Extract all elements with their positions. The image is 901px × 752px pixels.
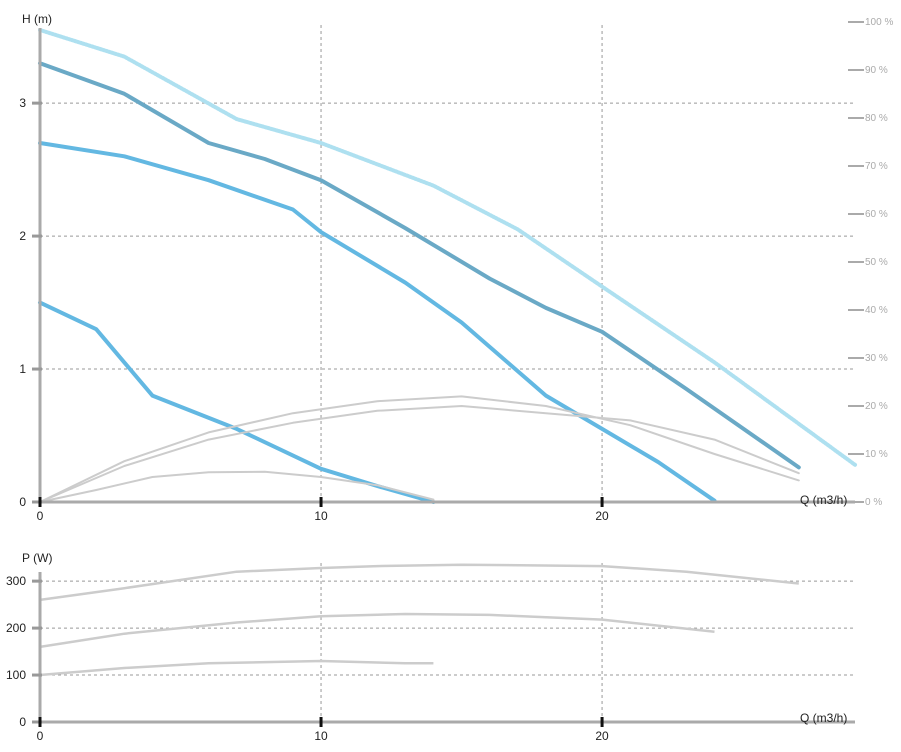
power-x-axis-label: Q (m3/h)	[800, 711, 847, 725]
x-tick-label: 10	[314, 509, 328, 523]
head-curve	[38, 61, 801, 470]
y-tick-label: 0	[19, 715, 26, 729]
efficiency-curve	[39, 470, 435, 503]
x-tick-label: 10	[314, 729, 328, 743]
x-tick-label: 0	[37, 509, 44, 523]
y-tick-label: 3	[19, 96, 26, 110]
percent-tick-label: 70 %	[865, 161, 888, 172]
x-tick-label: 20	[595, 729, 609, 743]
efficiency-curve	[39, 405, 800, 503]
percent-tick-label: 20 %	[865, 401, 888, 412]
head-curve	[38, 141, 717, 503]
head-curve	[38, 28, 857, 467]
y-tick-label: 300	[6, 574, 26, 588]
percent-tick-label: 80 %	[865, 113, 888, 124]
x-tick-label: 20	[595, 509, 609, 523]
y-tick-label: 2	[19, 229, 26, 243]
power-curve	[39, 659, 434, 677]
head-axis-label: H (m)	[22, 12, 52, 26]
percent-tick-label: 0 %	[865, 497, 882, 508]
percent-tick-label: 50 %	[865, 257, 888, 268]
power-axis-label: P (W)	[22, 551, 52, 565]
y-tick-label: 200	[6, 621, 26, 635]
percent-tick-label: 90 %	[865, 65, 888, 76]
power-curve	[39, 563, 799, 602]
head-chart: 0 1 2 3 0 10 20 0 % 10 % 20 % 30 % 40 % 50 % 60 % 70 %…	[19, 12, 893, 523]
percent-tick-label: 60 %	[865, 209, 888, 220]
x-tick-label: 0	[37, 729, 44, 743]
head-x-axis-label: Q (m3/h)	[800, 493, 847, 507]
percent-tick-label: 40 %	[865, 305, 888, 316]
y-tick-label: 100	[6, 668, 26, 682]
y-tick-label: 1	[19, 362, 26, 376]
percent-tick-label: 10 %	[865, 449, 888, 460]
y-tick-label: 0	[19, 495, 26, 509]
efficiency-curve	[39, 395, 800, 503]
power-chart: 0 100 200 300 0 10 20 P (W) Q (m3/h)	[6, 551, 855, 743]
percent-tick-label: 30 %	[865, 353, 888, 364]
percent-tick-label: 100 %	[865, 17, 893, 28]
power-curve	[39, 612, 715, 649]
